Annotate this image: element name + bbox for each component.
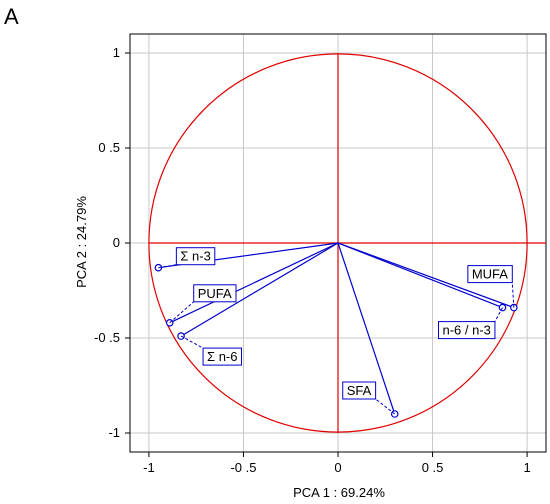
leader-sfa	[375, 398, 396, 415]
point-n6-n3-ratio	[498, 303, 507, 312]
y-tick-label-1: 0 .5	[98, 140, 120, 155]
vector-sfa	[337, 242, 396, 415]
leader-sum-n6	[180, 335, 204, 349]
y-tick-label-0: 1	[113, 45, 120, 60]
y-tick-label-2: 0	[113, 235, 120, 250]
vector-mufa	[337, 242, 515, 309]
leader-sum-n3	[158, 264, 177, 269]
label-box-sum-n6	[202, 347, 242, 366]
x-tick-label-0: -1	[143, 460, 155, 475]
leader-mufa	[511, 282, 515, 308]
label-sum-n6: Σ n-6	[207, 349, 237, 364]
y-tick-label-3: -0 .5	[94, 330, 120, 345]
label-box-n6-n3-ratio	[438, 321, 496, 340]
leader-n6-n3-ratio	[494, 307, 503, 322]
axis-ticks: -1 -0 .5 0 0 .5 1 1 0 .5 0 -0 .5 -1	[94, 45, 531, 475]
label-box-mufa	[467, 265, 513, 284]
leader-pufa	[169, 301, 195, 324]
vector-pufa	[169, 242, 339, 324]
vector-sum-n6	[180, 242, 339, 337]
x-axis-label: PCA 1 : 69.24%	[293, 485, 385, 500]
y-tick-label-4: -1	[108, 425, 120, 440]
point-sum-n6	[177, 332, 185, 340]
label-mufa: MUFA	[472, 267, 508, 282]
panel-letter: A	[4, 4, 19, 29]
label-pufa: PUFA	[198, 286, 232, 301]
x-tick-label-2: 0	[334, 460, 341, 475]
vector-n6-n3-ratio	[337, 242, 503, 309]
label-box-sfa	[342, 381, 377, 400]
label-n6-n3-ratio: n-6 / n-3	[443, 323, 491, 338]
y-axis-label: PCA 2 : 24.79%	[74, 196, 89, 288]
x-tick-label-1: -0 .5	[230, 460, 256, 475]
label-box-sum-n3	[175, 247, 216, 266]
x-tick-label-3: 0 .5	[422, 460, 444, 475]
label-sfa: SFA	[347, 383, 372, 398]
label-sum-n3: Σ n-3	[180, 249, 210, 264]
label-box-pufa	[193, 284, 237, 303]
variable-labels: Σ n-3 PUFA Σ n-6 SFA MUFA n-6 / n-3	[158, 247, 515, 415]
x-tick-label-4: 1	[523, 460, 530, 475]
